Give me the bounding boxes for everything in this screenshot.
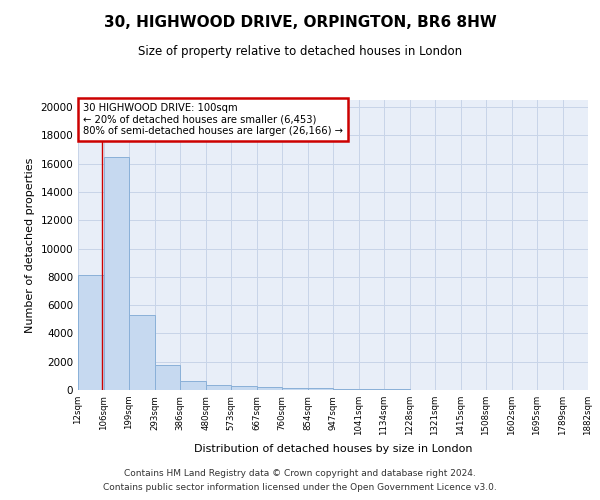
Bar bbox=[129, 315, 155, 390]
Y-axis label: Number of detached properties: Number of detached properties bbox=[25, 158, 35, 332]
Text: 30 HIGHWOOD DRIVE: 100sqm
← 20% of detached houses are smaller (6,453)
80% of se: 30 HIGHWOOD DRIVE: 100sqm ← 20% of detac… bbox=[83, 103, 343, 136]
Bar bbox=[333, 388, 359, 390]
Bar bbox=[231, 386, 257, 390]
Text: Size of property relative to detached houses in London: Size of property relative to detached ho… bbox=[138, 45, 462, 58]
Bar bbox=[104, 156, 129, 390]
Bar bbox=[155, 365, 180, 390]
Text: Contains HM Land Registry data © Crown copyright and database right 2024.: Contains HM Land Registry data © Crown c… bbox=[124, 468, 476, 477]
X-axis label: Distribution of detached houses by size in London: Distribution of detached houses by size … bbox=[194, 444, 472, 454]
Bar bbox=[180, 381, 206, 390]
Text: 30, HIGHWOOD DRIVE, ORPINGTON, BR6 8HW: 30, HIGHWOOD DRIVE, ORPINGTON, BR6 8HW bbox=[104, 15, 496, 30]
Text: Contains public sector information licensed under the Open Government Licence v3: Contains public sector information licen… bbox=[103, 484, 497, 492]
Bar bbox=[359, 389, 384, 390]
Bar bbox=[257, 387, 282, 390]
Bar bbox=[78, 276, 104, 390]
Bar bbox=[308, 388, 333, 390]
Bar bbox=[282, 388, 308, 390]
Bar bbox=[206, 385, 231, 390]
